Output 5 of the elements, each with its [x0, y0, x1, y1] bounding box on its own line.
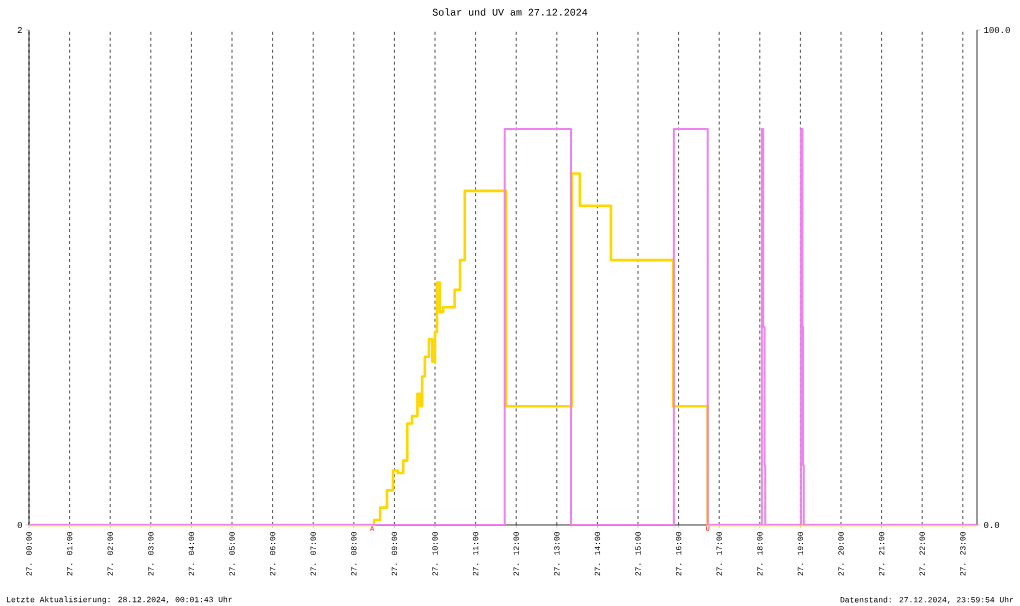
y-tick-label: 2: [17, 26, 22, 33]
y2-tick-label: 100.0: [984, 26, 1010, 34]
chart-title: Solar und UV am 27.12.2024: [432, 8, 588, 16]
y-tick-label: 0: [17, 521, 22, 529]
y2-tick-label: 0.0: [984, 521, 1000, 529]
